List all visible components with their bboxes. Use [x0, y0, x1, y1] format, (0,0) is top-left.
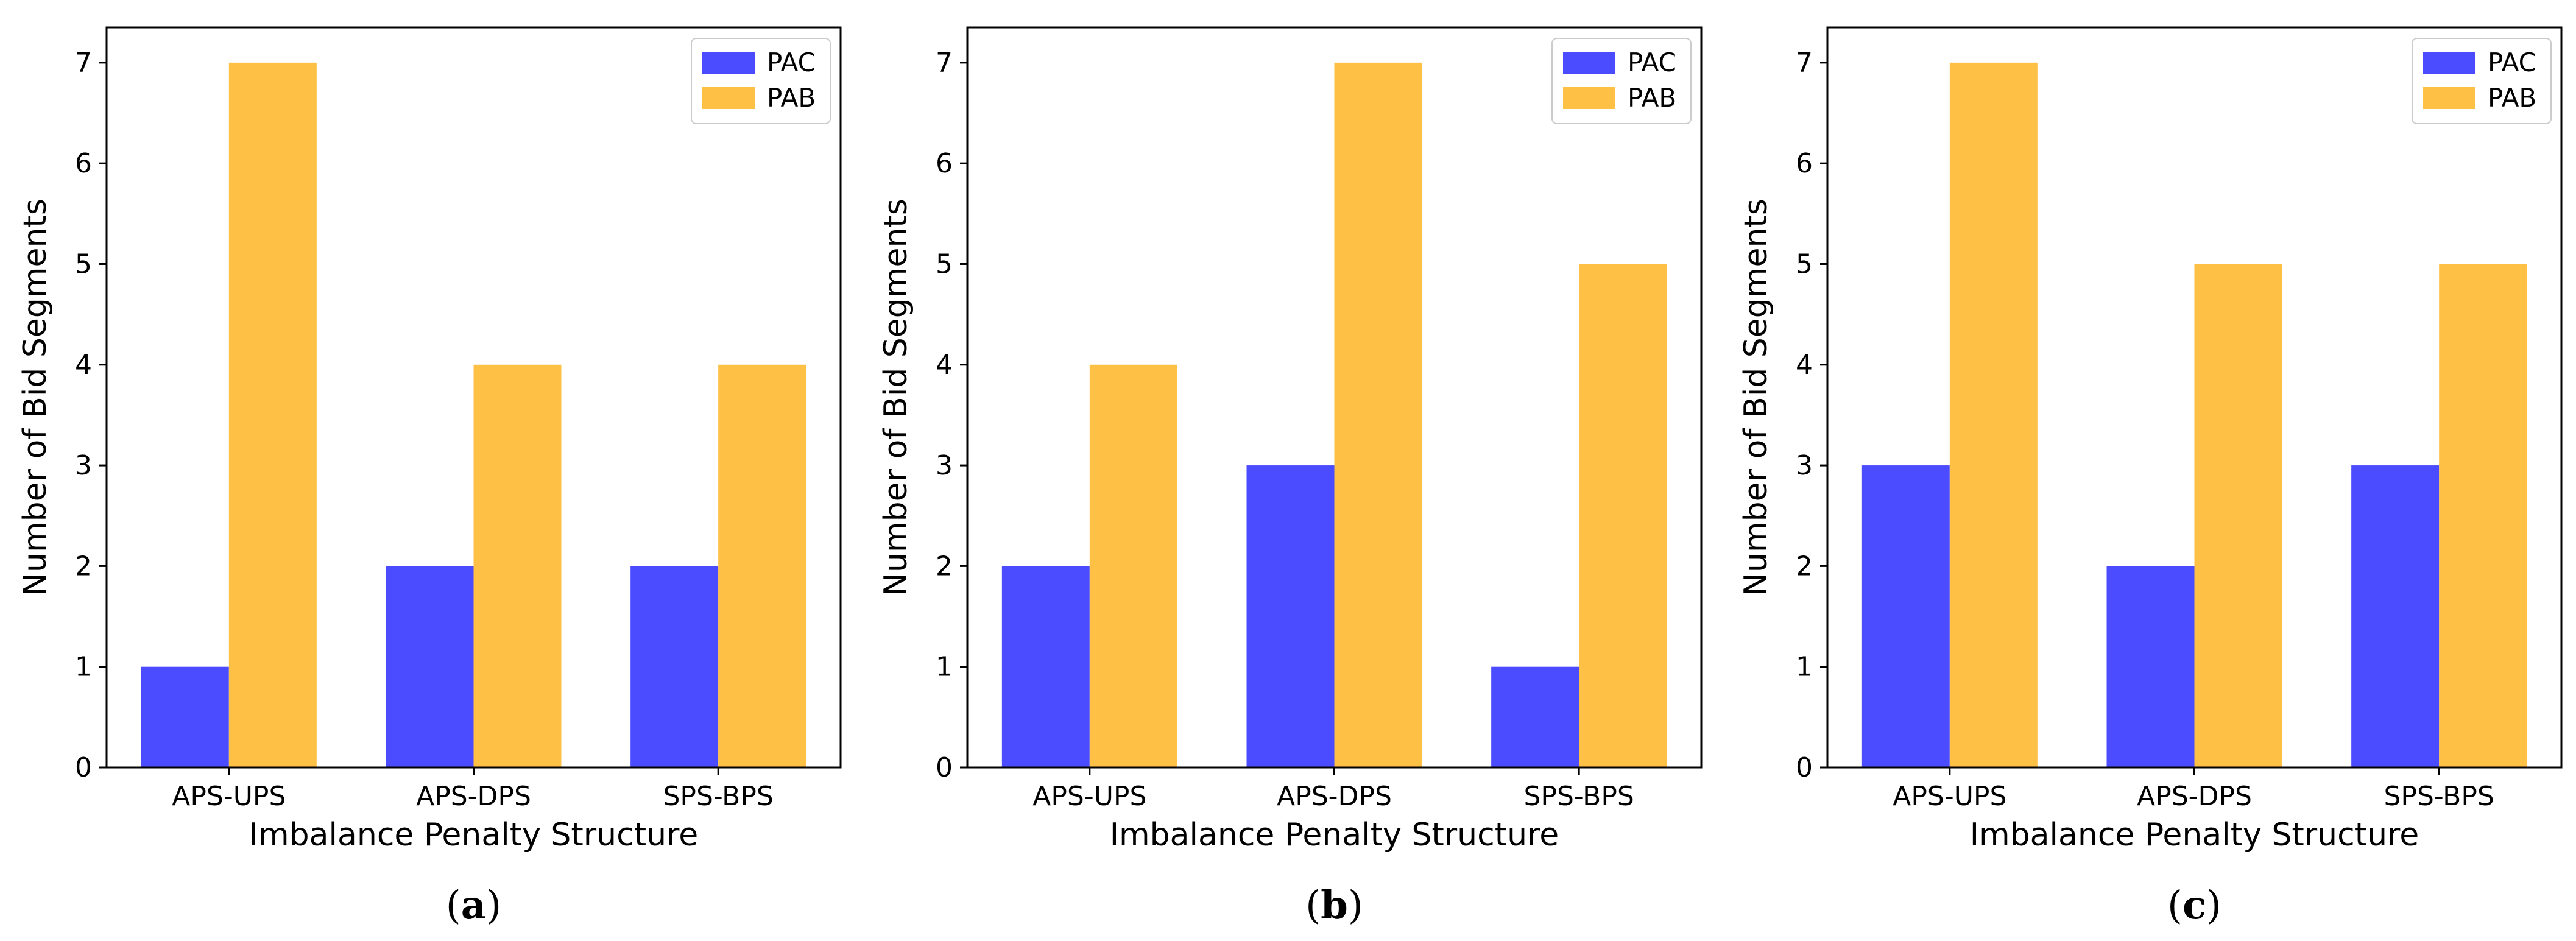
bar-pab-aps-dps [2194, 264, 2282, 768]
x-tick-label: SPS-BPS [2384, 781, 2494, 812]
legend: PAC PAB [2412, 38, 2552, 124]
chart-panel-c: 0 1 2 3 4 5 6 7 APS-UPS APS-DPS SPS-BPS Imbalance P… [1738, 26, 2563, 928]
legend-swatch-pab [2423, 87, 2475, 109]
legend-label-pac: PAC [767, 48, 816, 77]
bar-pab-sps-bps [2439, 264, 2527, 768]
caption-open-paren: ( [2167, 883, 2183, 928]
legend-swatch-pac [2423, 52, 2475, 74]
bar-pac-aps-ups [1001, 566, 1090, 767]
y-tick-label: 5 [936, 248, 953, 280]
y-tick-label: 7 [1796, 48, 1813, 79]
bar-pab-aps-dps [473, 364, 562, 767]
y-tick-label: 7 [75, 48, 92, 79]
panel-caption: (a) [446, 883, 501, 928]
y-tick-label: 1 [936, 652, 953, 683]
legend-label-pab: PAB [2488, 83, 2536, 113]
y-tick-label: 5 [75, 248, 92, 280]
y-tick-label: 3 [75, 450, 92, 481]
legend-swatch-pab [702, 87, 755, 109]
y-tick-label: 0 [936, 752, 953, 783]
x-tick-label: APS-UPS [1032, 781, 1146, 812]
panel-caption: (b) [1305, 883, 1363, 928]
bar-pac-sps-bps [630, 566, 719, 767]
bar-pac-sps-bps [2351, 465, 2440, 767]
y-tick-label: 6 [1796, 148, 1813, 179]
bar-pab-sps-bps [718, 364, 806, 767]
x-tick-label: APS-DPS [2137, 781, 2252, 812]
y-tick-label: 6 [75, 148, 92, 179]
bar-pac-aps-dps [1246, 465, 1335, 767]
x-axis-title: Imbalance Penalty Structure [1110, 817, 1559, 853]
legend-label-pab: PAB [767, 83, 816, 113]
caption-letter: b [1321, 883, 1348, 928]
y-tick-label: 4 [1796, 350, 1813, 381]
x-tick-label: SPS-BPS [663, 781, 773, 812]
y-axis-title: Number of Bid Segments [17, 199, 54, 596]
y-tick-label: 0 [1796, 752, 1813, 783]
caption-close-paren: ) [486, 883, 501, 928]
y-tick-label: 3 [936, 450, 953, 481]
x-tick-label: APS-DPS [416, 781, 531, 812]
legend: PAC PAB [691, 38, 831, 124]
legend-swatch-pab [1563, 87, 1615, 109]
legend-label-pac: PAC [2488, 48, 2536, 77]
y-tick-label: 2 [936, 551, 953, 582]
bar-pab-aps-ups [1089, 364, 1177, 767]
y-axis-title: Number of Bid Segments [1738, 199, 1774, 596]
bar-pab-aps-ups [228, 62, 317, 767]
x-tick-label: APS-UPS [172, 781, 286, 812]
bar-pab-sps-bps [1579, 264, 1667, 768]
caption-open-paren: ( [1305, 883, 1321, 928]
bar-pab-aps-ups [1949, 62, 2038, 767]
y-tick-label: 1 [75, 652, 92, 683]
y-tick-label: 3 [1796, 450, 1813, 481]
y-tick-label: 2 [1796, 551, 1813, 582]
bar-pac-aps-dps [386, 566, 474, 767]
x-axis-title: Imbalance Penalty Structure [1970, 817, 2419, 853]
x-axis-title: Imbalance Penalty Structure [249, 817, 699, 853]
legend: PAC PAB [1551, 38, 1692, 124]
y-tick-label: 4 [75, 350, 92, 381]
caption-open-paren: ( [446, 883, 461, 928]
y-tick-label: 1 [1796, 652, 1813, 683]
chart-panel-a: 0 1 2 3 4 5 6 7 APS-UPS APS-DPS SPS-BPS Imbalance P… [17, 26, 842, 928]
y-tick-label: 5 [1796, 248, 1813, 280]
bar-pac-aps-ups [1861, 465, 1950, 767]
legend-swatch-pac [1563, 52, 1615, 74]
panel-caption: (c) [2167, 883, 2221, 928]
bar-pac-aps-dps [2106, 566, 2195, 767]
x-tick-label: SPS-BPS [1523, 781, 1634, 812]
y-tick-label: 0 [75, 752, 92, 783]
legend-swatch-pac [702, 52, 755, 74]
bar-pac-sps-bps [1491, 666, 1579, 767]
caption-close-paren: ) [2206, 883, 2221, 928]
y-axis-title: Number of Bid Segments [878, 199, 914, 596]
chart-panel-b: 0 1 2 3 4 5 6 7 APS-UPS APS-DPS SPS-BPS Imbalance P… [878, 26, 1703, 928]
bar-pac-aps-ups [141, 666, 229, 767]
y-tick-label: 7 [936, 48, 953, 79]
caption-letter: c [2183, 883, 2206, 928]
y-tick-label: 6 [936, 148, 953, 179]
y-tick-label: 4 [936, 350, 953, 381]
legend-label-pab: PAB [1628, 83, 1676, 113]
x-tick-label: APS-UPS [1893, 781, 2006, 812]
bar-pab-aps-dps [1334, 62, 1422, 767]
caption-close-paren: ) [1348, 883, 1363, 928]
legend-label-pac: PAC [1628, 48, 1676, 77]
x-tick-label: APS-DPS [1277, 781, 1392, 812]
y-tick-label: 2 [75, 551, 92, 582]
caption-letter: a [461, 883, 486, 928]
